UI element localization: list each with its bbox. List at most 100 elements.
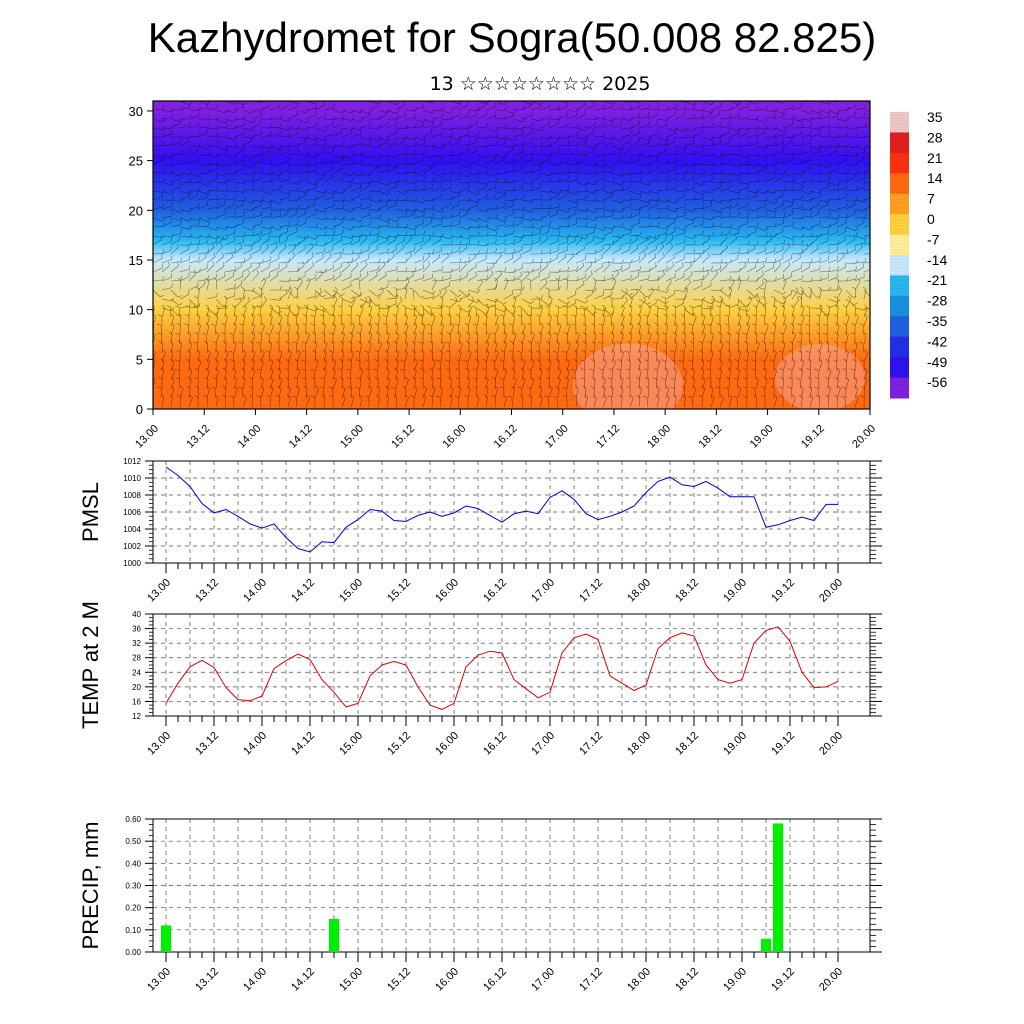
x-tick-label: 14.00 <box>241 730 269 758</box>
x-tick-label: 14.00 <box>241 966 269 994</box>
series-line <box>165 466 838 553</box>
x-tick-label: 16.12 <box>481 966 509 994</box>
x-tick-label: 17.12 <box>594 423 622 451</box>
x-tick-label: 20.00 <box>850 423 878 451</box>
y-tick-label: 1002 <box>123 542 141 551</box>
x-tick-label: 13.00 <box>145 730 173 758</box>
colorbar-label: -14 <box>927 252 947 268</box>
y-tick-label: 0.40 <box>125 859 141 868</box>
heatmap-y-axis: 0 5 10 15 20 25 30 <box>129 104 153 417</box>
y-tick-label: 1000 <box>123 559 141 568</box>
x-tick-label: 18.12 <box>673 577 701 605</box>
colorbar-label: 14 <box>927 170 943 186</box>
colorbar-label: -7 <box>927 231 940 247</box>
y-tick-label: 0.10 <box>125 926 141 935</box>
colorbar-swatch <box>890 193 909 215</box>
x-tick-label: 15.00 <box>337 577 365 605</box>
temperature-cross-section: 0 5 10 15 20 25 30 13.00 13.12 14.00 14.12 15.00 15… <box>129 100 878 451</box>
x-tick-label: 15.12 <box>385 730 413 758</box>
x-tick-label: 17.00 <box>529 577 557 605</box>
colorbar-swatch <box>890 152 909 174</box>
x-tick-label: 14.00 <box>241 577 269 605</box>
colorbar-label: 0 <box>927 211 935 227</box>
wind-barbs <box>153 101 870 408</box>
colorbar-label: -49 <box>927 354 947 370</box>
y-tick-label: 0 <box>136 402 143 417</box>
x-tick-label: 19.12 <box>769 730 797 758</box>
y-axis-label: PMSL <box>78 482 103 542</box>
x-tick-label: 17.00 <box>529 730 557 758</box>
x-tick-label: 17.00 <box>529 966 557 994</box>
x-tick-label: 15.00 <box>337 966 365 994</box>
y-tick-label: 0.30 <box>125 882 141 891</box>
y-tick-label: 15 <box>129 253 143 268</box>
y-tick-label: 1006 <box>123 508 141 517</box>
x-tick-label: 20.00 <box>817 966 845 994</box>
colorbar-swatch <box>890 173 909 195</box>
y-axis-label: PRECIP, mm <box>78 822 103 950</box>
pmsl-panel: 1000 1002 1004 1006 1008 1010 1012 13.00 13.12 14… <box>78 457 882 605</box>
x-tick-label: 13.12 <box>184 423 212 451</box>
x-tick-label: 16.12 <box>481 577 509 605</box>
x-tick-label: 14.00 <box>236 423 264 451</box>
x-tick-label: 19.12 <box>769 577 797 605</box>
x-tick-label: 19.00 <box>721 730 749 758</box>
x-tick-label: 19.00 <box>721 966 749 994</box>
x-tick-label: 16.12 <box>492 423 520 451</box>
y-tick-label: 1010 <box>123 474 141 483</box>
x-tick-label: 14.12 <box>289 730 317 758</box>
x-tick-label: 13.00 <box>145 577 173 605</box>
wind-barbs-texture <box>153 101 870 409</box>
colorbar-swatch <box>890 377 909 399</box>
x-tick-label: 18.00 <box>625 966 653 994</box>
heatmap-fill <box>153 101 870 409</box>
y-tick-label: 20 <box>129 203 143 218</box>
warm-spot <box>573 343 683 409</box>
y-tick-label: 12 <box>132 712 141 721</box>
y-tick-label: 1012 <box>123 457 141 466</box>
x-tick-label: 16.00 <box>433 966 461 994</box>
x-tick-label: 13.12 <box>193 730 221 758</box>
colorbar-label: 35 <box>927 109 943 125</box>
x-tick-label: 15.00 <box>337 730 365 758</box>
x-tick-label: 14.12 <box>289 966 317 994</box>
chart-subtitle: 13 ☆☆☆☆☆☆☆☆ 2025 <box>429 73 651 95</box>
x-tick-label: 16.00 <box>433 577 461 605</box>
x-tick-label: 13.12 <box>193 577 221 605</box>
y-tick-label: 5 <box>136 352 143 367</box>
x-tick-label: 19.00 <box>721 577 749 605</box>
x-tick-label: 13.00 <box>133 423 161 451</box>
y-tick-label: 0.20 <box>125 904 141 913</box>
x-tick-label: 16.00 <box>433 730 461 758</box>
precip-panel: 0.00 0.10 0.20 0.30 0.40 0.50 0.60 13.00 13.12 14… <box>78 815 882 994</box>
x-tick-label: 18.00 <box>625 577 653 605</box>
y-tick-label: 28 <box>132 654 141 663</box>
precip-bar <box>772 823 784 952</box>
colorbar-swatch <box>890 214 909 236</box>
x-tick-label: 18.12 <box>697 423 725 451</box>
x-tick-label: 18.00 <box>645 423 673 451</box>
precip-bar <box>760 938 772 952</box>
x-tick-label: 19.12 <box>769 966 797 994</box>
y-tick-label: 40 <box>132 610 141 619</box>
colorbar-swatch <box>890 336 909 358</box>
colorbar-label: 28 <box>927 129 943 145</box>
x-tick-label: 17.12 <box>577 966 605 994</box>
colorbar-label: 7 <box>927 191 935 207</box>
x-tick-label: 20.00 <box>817 730 845 758</box>
y-tick-label: 30 <box>129 104 143 119</box>
colorbar-label: -35 <box>927 313 947 329</box>
y-axis-label: TEMP at 2 M <box>78 601 103 729</box>
colorbar-label: -42 <box>927 333 947 349</box>
colorbar-swatch <box>890 234 909 256</box>
series-line <box>165 626 839 710</box>
x-tick-label: 16.00 <box>440 423 468 451</box>
y-tick-label: 20 <box>132 683 141 692</box>
y-tick-label: 32 <box>132 639 141 648</box>
x-tick-label: 18.12 <box>673 966 701 994</box>
x-tick-label: 15.00 <box>338 423 366 451</box>
colorbar-swatch <box>890 357 909 379</box>
x-tick-label: 17.12 <box>577 577 605 605</box>
chart-title: Kazhydromet for Sogra(50.008 82.825) <box>147 14 877 61</box>
